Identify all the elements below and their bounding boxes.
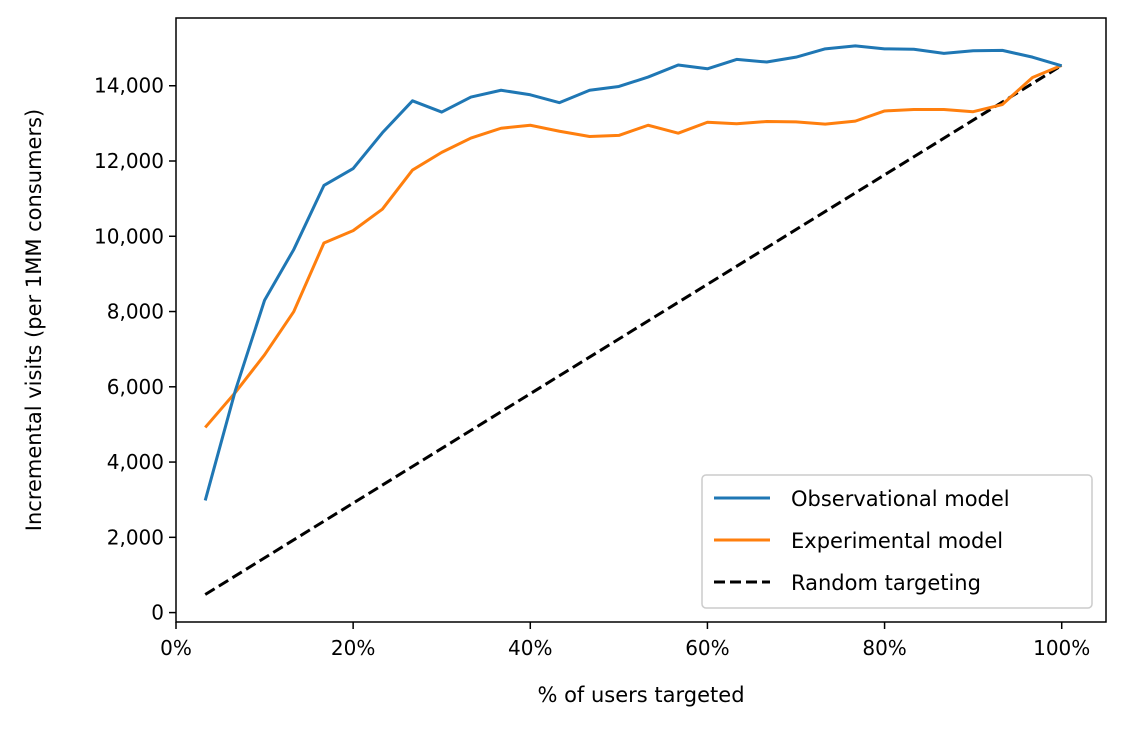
- y-tick-label: 12,000: [94, 149, 164, 173]
- y-tick-label: 14,000: [94, 74, 164, 98]
- series-line-experimental-model: [204, 64, 1063, 429]
- y-tick-label: 4,000: [107, 450, 164, 474]
- y-tick-label: 0: [151, 601, 164, 625]
- legend-label: Random targeting: [791, 571, 981, 595]
- x-tick-label: 80%: [862, 636, 906, 660]
- plot-frame: [175, 17, 1107, 623]
- y-axis-title: Incremental visits (per 1MM consumers): [22, 109, 46, 531]
- legend-box: [701, 474, 1093, 609]
- x-tick-label: 40%: [508, 636, 552, 660]
- series-line-random-targeting: [204, 64, 1063, 596]
- y-tick-label: 8,000: [107, 300, 164, 324]
- legend: Observational model Experimental model Ran…: [701, 474, 1093, 609]
- legend-label: Experimental model: [791, 529, 1003, 553]
- legend-label: Observational model: [791, 487, 1010, 511]
- y-tick-label: 10,000: [94, 224, 164, 248]
- x-tick-label: 60%: [685, 636, 729, 660]
- x-axis-title: % of users targeted: [537, 683, 744, 707]
- x-tick-label: 0%: [160, 636, 192, 660]
- y-tick-label: 2,000: [107, 525, 164, 549]
- x-tick-label: 20%: [331, 636, 375, 660]
- series-line-observational-model: [203, 44, 1063, 501]
- y-axis-ticks: 0 2,000 4,000 6,000 8,000 10,000 12,000 14,000: [94, 74, 176, 625]
- y-tick-label: 6,000: [107, 375, 164, 399]
- x-axis-ticks: 0% 20% 40% 60% 80% 100%: [160, 622, 1090, 660]
- plot-lines: [203, 44, 1063, 596]
- x-tick-label: 100%: [1033, 636, 1090, 660]
